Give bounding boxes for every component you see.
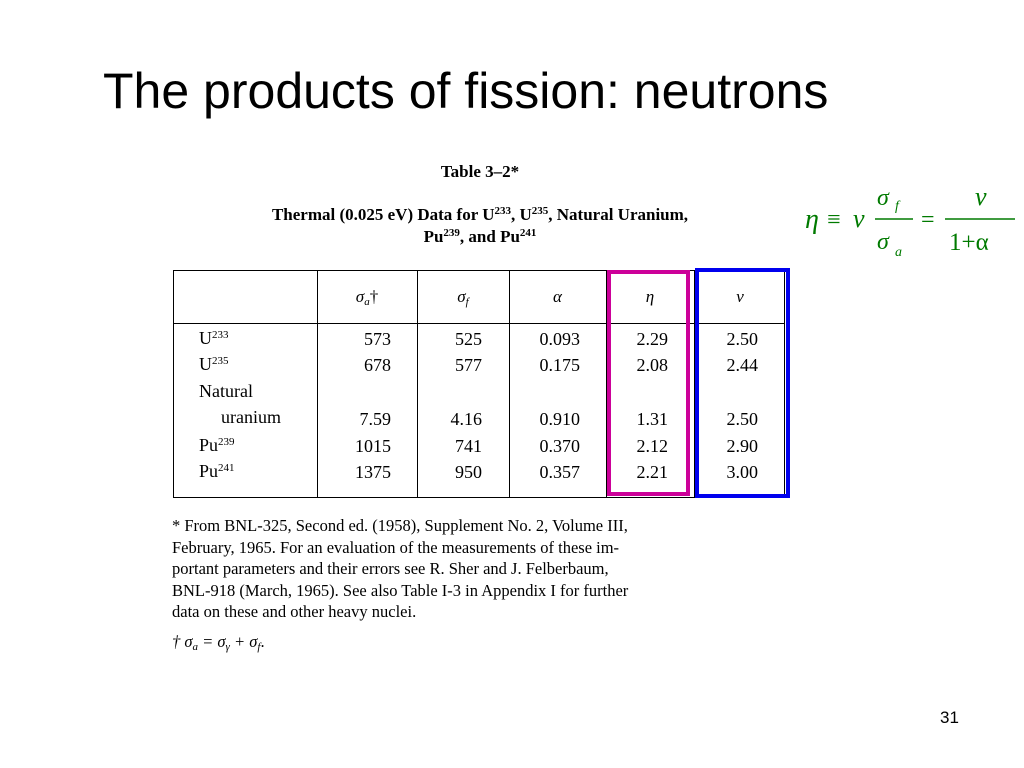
svg-text:≡: ≡: [827, 207, 841, 233]
table-footnote: * From BNL-325, Second ed. (1958), Suppl…: [172, 516, 629, 621]
header-alpha: α: [553, 287, 562, 306]
svg-text:σ: σ: [877, 229, 890, 255]
data-table: σa† σf α η ν U233 573 525 0.093 2.29 2.5…: [173, 270, 785, 498]
slide-title: The products of fission: neutrons: [103, 63, 829, 119]
header-sigma-a: σa†: [355, 287, 379, 308]
svg-text:ν: ν: [853, 204, 865, 233]
dagger-footnote: † σa = σγ + σf.: [172, 632, 265, 653]
svg-text:f: f: [895, 199, 901, 214]
eta-formula: η ≡ ν σ f σ a = ν 1+α: [805, 182, 1015, 260]
svg-text:1+α: 1+α: [949, 229, 989, 256]
eta-highlight-box: [607, 270, 690, 496]
svg-text:σ: σ: [877, 185, 890, 211]
header-sigma-f: σf: [457, 287, 469, 308]
nu-highlight-box: [695, 268, 790, 498]
header-nu: ν: [736, 287, 744, 306]
page-number: 31: [940, 708, 959, 727]
svg-text:a: a: [895, 245, 902, 260]
caption-line-1: Thermal (0.025 eV) Data for U233, U235, …: [271, 205, 689, 224]
svg-text:=: =: [921, 207, 935, 233]
caption-line-2: Pu239, and Pu241: [423, 227, 537, 246]
table-caption: Table 3–2* Thermal (0.025 eV) Data for U…: [170, 162, 790, 248]
header-eta: η: [645, 287, 655, 306]
svg-text:ν: ν: [975, 182, 987, 211]
svg-text:η: η: [805, 204, 819, 235]
table-number: Table 3–2*: [440, 162, 520, 181]
